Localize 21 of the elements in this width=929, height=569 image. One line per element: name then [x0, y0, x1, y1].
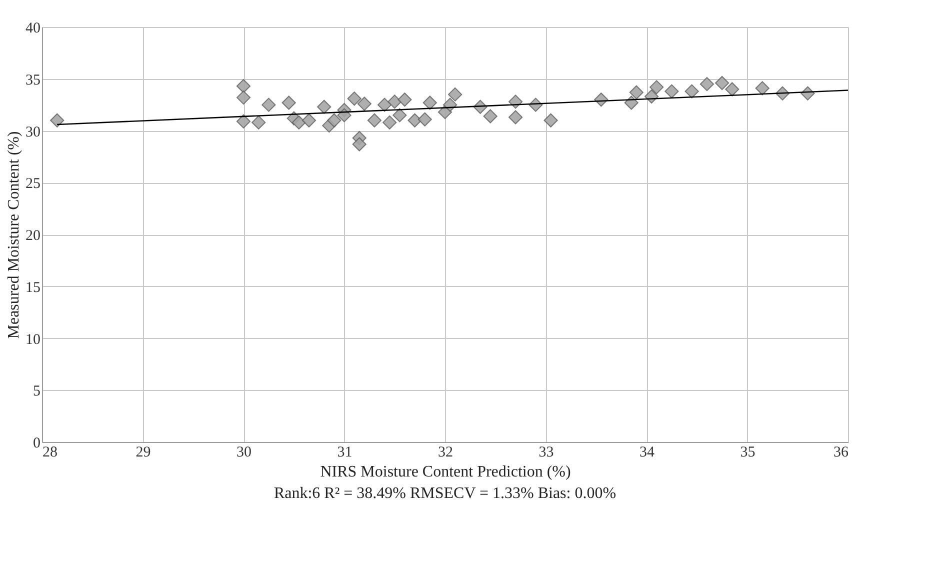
y-tick-label: 30 [26, 124, 40, 140]
x-tick-label: 34 [640, 444, 655, 460]
x-tick-label: 28 [42, 444, 58, 460]
x-tick-label: 29 [136, 444, 151, 460]
y-tick-label: 25 [26, 176, 40, 192]
y-tick-label: 35 [26, 72, 40, 88]
y-axis-title: Measured Moisture Content (%) [6, 131, 22, 339]
x-tick-label: 30 [236, 444, 252, 460]
x-tick-label: 33 [538, 444, 554, 460]
x-tick-label: 36 [834, 444, 849, 460]
y-tick-label: 15 [26, 280, 40, 296]
x-tick-label: 32 [438, 444, 453, 460]
y-tick-label: 0 [33, 436, 40, 452]
x-axis-title: NIRS Moisture Content Prediction (%) [320, 464, 571, 480]
text: Rank:6 R² = 38.49% RMSECV = 1.33% Bias: 0.00% [274, 485, 616, 502]
x-tick-label: 35 [740, 444, 756, 460]
y-tick-label: 20 [26, 228, 40, 244]
y-tick-label: 5 [33, 384, 40, 400]
x-tick-label: 31 [337, 444, 352, 460]
y-tick-label: 10 [26, 332, 40, 348]
y-tick-label: 40 [26, 20, 40, 36]
